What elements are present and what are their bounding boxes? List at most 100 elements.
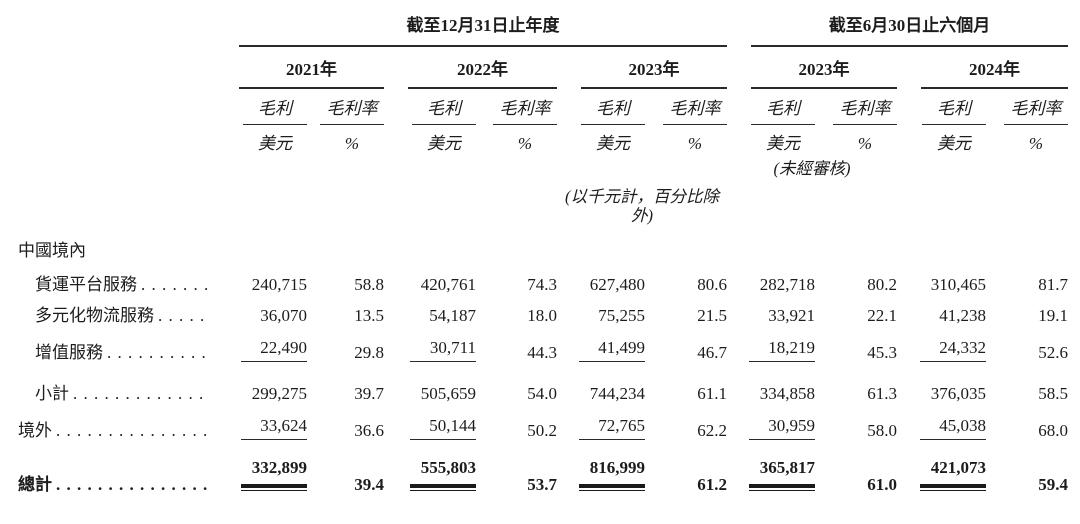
year-2023-h1: 2023年 <box>751 60 897 90</box>
cell-profit: 310,465 <box>930 274 986 294</box>
cell-profit: 334,858 <box>759 384 815 404</box>
unaudited-note: (未經審核) <box>773 159 851 179</box>
cell-margin: 81.7 <box>1038 274 1068 294</box>
unaudited-note-row: (未經審核) <box>18 153 1068 179</box>
dot-leader <box>73 384 209 404</box>
cell-margin: 68.0 <box>1038 420 1068 440</box>
cell-margin: 21.5 <box>697 306 727 326</box>
year-2022: 2022年 <box>408 60 557 90</box>
cell-profit: 41,499 <box>579 338 645 363</box>
cell-profit: 282,718 <box>759 274 815 294</box>
cell-margin: 19.1 <box>1038 306 1068 326</box>
cell-margin: 80.6 <box>697 274 727 294</box>
cell-profit: 421,073 <box>920 458 986 491</box>
percent-unit: % <box>517 133 533 153</box>
currency-unit: 美元 <box>258 133 292 153</box>
margin-header: 毛利率 <box>1004 99 1068 125</box>
cell-margin: 61.1 <box>697 384 727 404</box>
units-note: (以千元計，百分比除外) <box>565 187 719 226</box>
profit-header: 毛利 <box>581 99 645 125</box>
dot-leader <box>158 306 209 326</box>
margin-header: 毛利率 <box>493 99 557 125</box>
dot-leader <box>56 475 209 495</box>
cell-margin: 13.5 <box>354 306 384 326</box>
cell-margin: 58.5 <box>1038 384 1068 404</box>
cell-margin: 50.2 <box>527 420 557 440</box>
row-label: 小計 <box>35 384 69 404</box>
cell-margin: 36.6 <box>354 420 384 440</box>
currency-unit: 美元 <box>937 133 971 153</box>
measure-header-row: 毛利 毛利率 毛利 毛利率 毛利 毛利率 毛利 毛利率 毛利 毛利率 <box>18 89 1068 125</box>
table-row-overseas: 境外 33,624 36.6 50,144 50.2 72,765 62.2 3… <box>18 404 1068 441</box>
cell-margin: 80.2 <box>867 274 897 294</box>
cell-margin: 18.0 <box>527 306 557 326</box>
table-row-subtotal: 小計 299,275 39.7 505,659 54.0 744,234 61.… <box>18 362 1068 404</box>
cell-profit: 30,959 <box>749 416 815 441</box>
cell-profit: 744,234 <box>589 384 645 404</box>
profit-header: 毛利 <box>243 99 307 125</box>
margin-header: 毛利率 <box>320 99 384 125</box>
section-row-mainland-china: 中國境內 <box>18 226 1068 263</box>
currency-unit: 美元 <box>766 133 800 153</box>
cell-profit: 420,761 <box>420 274 476 294</box>
cell-margin: 22.1 <box>867 306 897 326</box>
cell-margin: 62.2 <box>697 420 727 440</box>
period-group-six-months: 截至6月30日止六個月 <box>751 16 1068 47</box>
profit-header: 毛利 <box>751 99 815 125</box>
cell-profit: 50,144 <box>410 416 476 441</box>
cell-margin: 53.7 <box>527 475 557 495</box>
unit-header-row: 美元 % 美元 % 美元 % 美元 % 美元 % <box>18 125 1068 154</box>
margin-header: 毛利率 <box>663 99 727 125</box>
period-group-annual: 截至12月31日止年度 <box>239 16 727 47</box>
cell-profit: 299,275 <box>251 384 307 404</box>
cell-profit: 54,187 <box>429 306 476 326</box>
cell-margin: 58.0 <box>867 420 897 440</box>
cell-profit: 240,715 <box>251 274 307 294</box>
cell-profit: 376,035 <box>930 384 986 404</box>
year-2021: 2021年 <box>239 60 384 90</box>
year-2023: 2023年 <box>581 60 727 90</box>
cell-margin: 61.2 <box>697 475 727 495</box>
year-header-row: 2021年 2022年 2023年 2023年 2024年 <box>18 47 1068 90</box>
percent-unit: % <box>344 133 360 153</box>
dot-leader <box>107 343 209 363</box>
table-row-total: 總計 332,899 39.4 555,803 53.7 816,999 61.… <box>18 440 1068 495</box>
cell-margin: 45.3 <box>867 342 897 362</box>
section-label: 中國境內 <box>18 241 86 261</box>
cell-profit: 33,921 <box>768 306 815 326</box>
profit-header: 毛利 <box>922 99 986 125</box>
row-label: 貨運平台服務 <box>35 274 137 294</box>
cell-profit: 75,255 <box>598 306 645 326</box>
margin-header: 毛利率 <box>833 99 897 125</box>
cell-profit: 505,659 <box>420 384 476 404</box>
row-label: 總計 <box>18 475 52 495</box>
cell-margin: 29.8 <box>354 342 384 362</box>
table-row-diversified-logistics: 多元化物流服務 36,070 13.5 54,187 18.0 75,255 2… <box>18 294 1068 326</box>
percent-unit: % <box>687 133 703 153</box>
cell-margin: 52.6 <box>1038 342 1068 362</box>
cell-profit: 627,480 <box>589 274 645 294</box>
cell-profit: 24,332 <box>920 338 986 363</box>
cell-profit: 365,817 <box>749 458 815 491</box>
percent-unit: % <box>857 133 873 153</box>
percent-unit: % <box>1028 133 1044 153</box>
row-label: 境外 <box>18 420 52 440</box>
gross-profit-table: 截至12月31日止年度 截至6月30日止六個月 2021年 2022年 2023… <box>18 16 1068 495</box>
table-row-value-added-services: 增值服務 22,490 29.8 30,711 44.3 41,499 46.7… <box>18 326 1068 363</box>
cell-profit: 41,238 <box>939 306 986 326</box>
financial-table-page: 截至12月31日止年度 截至6月30日止六個月 2021年 2022年 2023… <box>0 0 1080 495</box>
year-2024-h1: 2024年 <box>921 60 1068 90</box>
cell-margin: 59.4 <box>1038 475 1068 495</box>
cell-margin: 58.8 <box>354 274 384 294</box>
cell-profit: 30,711 <box>410 338 476 363</box>
table-row-freight-platform: 貨運平台服務 240,715 58.8 420,761 74.3 627,480… <box>18 263 1068 295</box>
cell-profit: 555,803 <box>410 458 476 491</box>
cell-margin: 44.3 <box>527 342 557 362</box>
cell-margin: 46.7 <box>697 342 727 362</box>
currency-unit: 美元 <box>596 133 630 153</box>
row-label: 增值服務 <box>35 342 103 362</box>
period-group-row: 截至12月31日止年度 截至6月30日止六個月 <box>18 16 1068 47</box>
units-note-row: (以千元計，百分比除外) <box>18 179 1068 226</box>
cell-margin: 61.0 <box>867 475 897 495</box>
cell-profit: 45,038 <box>920 416 986 441</box>
